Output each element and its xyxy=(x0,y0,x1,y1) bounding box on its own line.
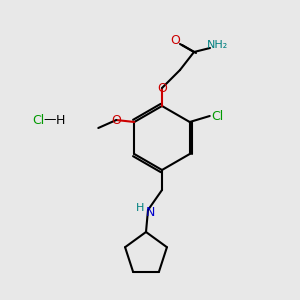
Text: NH₂: NH₂ xyxy=(207,40,229,50)
Text: H: H xyxy=(136,203,144,213)
Text: N: N xyxy=(145,206,155,218)
Text: O: O xyxy=(111,113,121,127)
Text: O: O xyxy=(170,34,180,47)
Text: —: — xyxy=(44,113,56,127)
Text: Cl: Cl xyxy=(32,113,44,127)
Text: Cl: Cl xyxy=(212,110,224,122)
Text: O: O xyxy=(157,82,167,94)
Text: H: H xyxy=(55,113,65,127)
